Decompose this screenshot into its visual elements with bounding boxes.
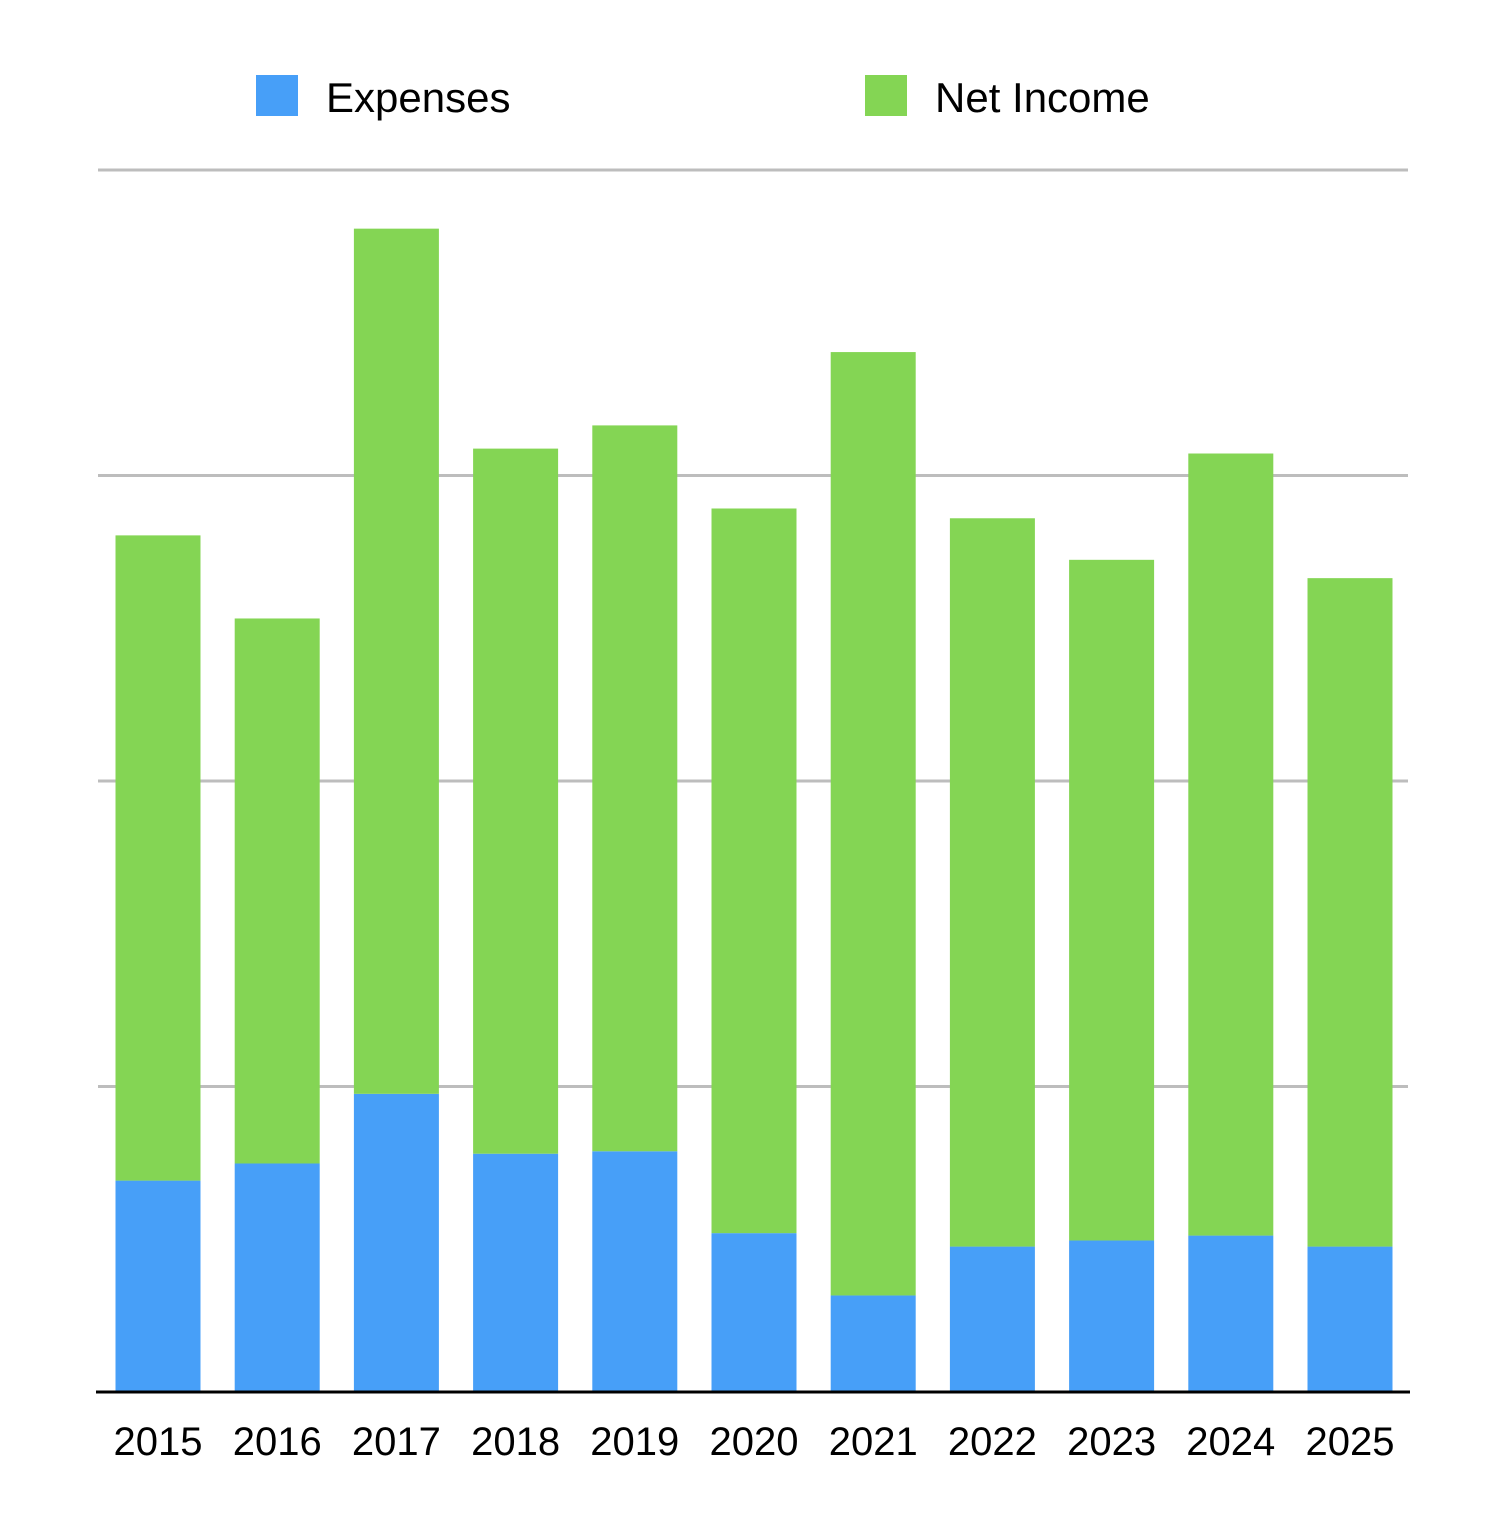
bar-expenses-2018 xyxy=(473,1153,559,1392)
bar-net-income-2017 xyxy=(353,228,439,1094)
bar-net-income-2023 xyxy=(1069,559,1155,1241)
bar-expenses-2021 xyxy=(830,1295,916,1392)
x-tick-label: 2015 xyxy=(114,1420,203,1464)
legend-label-net-income: Net Income xyxy=(935,74,1150,121)
bar-expenses-2025 xyxy=(1307,1246,1393,1392)
x-tick-label: 2020 xyxy=(710,1420,799,1464)
bar-net-income-2015 xyxy=(115,535,201,1181)
bar-expenses-2023 xyxy=(1069,1240,1155,1392)
bar-net-income-2024 xyxy=(1188,453,1274,1236)
x-tick-label: 2019 xyxy=(590,1420,679,1464)
bar-net-income-2025 xyxy=(1307,578,1393,1247)
legend-swatch-expenses xyxy=(256,75,298,116)
legend-swatch-net-income xyxy=(865,75,907,116)
bar-net-income-2020 xyxy=(711,508,797,1234)
bar-expenses-2017 xyxy=(353,1093,439,1392)
bar-net-income-2022 xyxy=(949,518,1035,1247)
bar-expenses-2022 xyxy=(949,1246,1035,1392)
x-tick-label: 2025 xyxy=(1306,1420,1395,1464)
bar-expenses-2019 xyxy=(592,1151,678,1392)
x-tick-label: 2017 xyxy=(352,1420,441,1464)
legend: Expenses Net Income xyxy=(256,74,1150,121)
x-tick-label: 2021 xyxy=(829,1420,918,1464)
bar-expenses-2016 xyxy=(234,1163,320,1392)
bar-net-income-2019 xyxy=(592,425,678,1152)
bar-net-income-2016 xyxy=(234,618,320,1164)
bar-net-income-2021 xyxy=(830,352,916,1296)
x-tick-labels: 2015 2016 2017 2018 2019 2020 2021 2022 2023 2024… xyxy=(114,1420,1395,1464)
bar-expenses-2020 xyxy=(711,1233,797,1392)
bar-expenses-2024 xyxy=(1188,1235,1274,1392)
x-tick-label: 2018 xyxy=(471,1420,560,1464)
bars xyxy=(115,228,1393,1392)
x-tick-label: 2022 xyxy=(948,1420,1037,1464)
bar-net-income-2018 xyxy=(473,448,559,1154)
bar-expenses-2015 xyxy=(115,1180,201,1392)
x-tick-label: 2016 xyxy=(233,1420,322,1464)
legend-label-expenses: Expenses xyxy=(326,74,510,121)
x-tick-label: 2024 xyxy=(1186,1420,1275,1464)
x-tick-label: 2023 xyxy=(1067,1420,1156,1464)
